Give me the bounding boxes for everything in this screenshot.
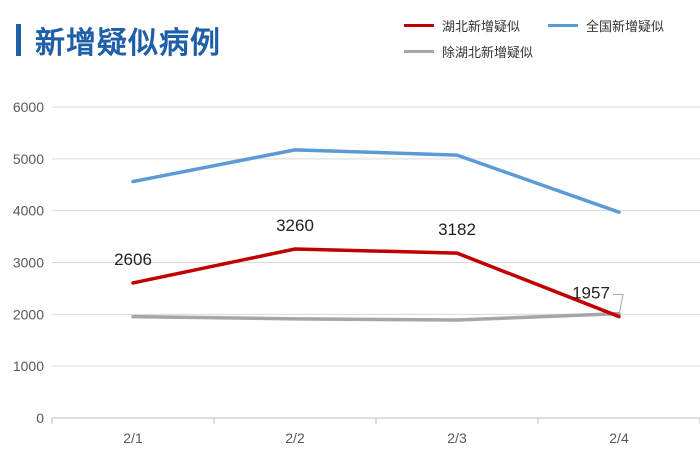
x-tick-label: 2/3: [447, 430, 467, 446]
legend: 湖北新增疑似 全国新增疑似 除湖北新增疑似: [0, 0, 700, 70]
data-label-leader-line: [613, 294, 624, 315]
data-label: 3260: [276, 216, 314, 235]
y-tick-label: 5000: [13, 151, 44, 167]
legend-label-national: 全国新增疑似: [586, 20, 665, 35]
y-tick-label: 6000: [13, 99, 44, 115]
y-tick-label: 4000: [13, 203, 44, 219]
data-label: 2606: [114, 250, 152, 269]
chart-title: 新增疑似病例: [35, 26, 221, 61]
data-label: 3182: [438, 220, 476, 239]
data-label: 1957: [572, 284, 610, 303]
title-accent-bar: [16, 24, 21, 56]
series-line-non-hubei: [131, 311, 621, 322]
series-line-hubei: [131, 247, 621, 319]
legend-item-non-hubei: 除湖北新增疑似: [404, 42, 533, 61]
x-axis: 2/1 2/2 2/3 2/4: [51, 418, 700, 446]
x-tick-label: 2/2: [285, 430, 305, 446]
x-tick-label: 2/1: [123, 430, 143, 446]
legend-swatch-national: [548, 24, 578, 27]
legend-item-hubei: 湖北新增疑似: [404, 16, 520, 35]
legend-swatch-hubei: [404, 24, 434, 27]
x-tick-label: 2/4: [609, 430, 629, 446]
series-lines: [131, 148, 621, 322]
y-tick-label: 3000: [13, 255, 44, 271]
data-labels: 2606 3260 3182 1957: [114, 216, 624, 315]
legend-label-non-hubei: 除湖北新增疑似: [442, 46, 534, 61]
y-tick-label: 1000: [13, 358, 44, 374]
y-tick-label: 2000: [13, 306, 44, 322]
series-line-national: [131, 148, 621, 214]
legend-item-national: 全国新增疑似: [548, 16, 664, 35]
legend-swatch-non-hubei: [404, 50, 434, 53]
y-tick-label: 0: [36, 410, 44, 426]
legend-label-hubei: 湖北新增疑似: [442, 20, 521, 35]
y-axis-ticks: 0 1000 2000 3000 4000 5000 6000: [13, 99, 44, 426]
title-block: 新增疑似病例: [16, 18, 221, 62]
